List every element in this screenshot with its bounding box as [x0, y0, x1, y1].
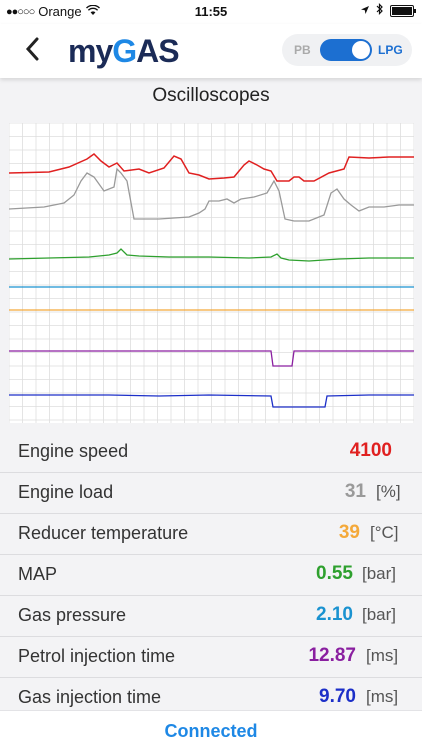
switch-knob	[352, 41, 370, 59]
param-value: 31	[345, 481, 366, 503]
param-value: 0.55	[316, 563, 353, 585]
location-arrow-icon	[360, 3, 370, 18]
param-value: 9.70	[319, 686, 356, 708]
param-label: MAP	[18, 564, 57, 585]
app-logo: myGAS	[68, 33, 179, 70]
param-unit: [bar]	[362, 564, 396, 584]
param-value: 39	[339, 522, 360, 544]
param-unit: [ms]	[366, 646, 398, 666]
param-row-reducer-temperature: Reducer temperature 39 [°C]	[0, 514, 422, 555]
status-bar: ●●○○○ Orange 11:55	[0, 0, 422, 24]
status-right	[360, 3, 414, 18]
param-row-petrol-injection-time: Petrol injection time 12.87 [ms]	[0, 637, 422, 678]
param-label: Petrol injection time	[18, 646, 175, 667]
oscilloscope-chart	[9, 123, 414, 423]
fuel-switch[interactable]	[320, 39, 372, 61]
param-label: Gas injection time	[18, 687, 161, 708]
oscilloscope-grid	[9, 123, 414, 423]
toggle-label-lpg: LPG	[378, 43, 403, 57]
param-label: Engine load	[18, 482, 113, 503]
clock: 11:55	[0, 4, 422, 19]
page-title: Oscilloscopes	[0, 85, 422, 107]
param-unit: [bar]	[362, 605, 396, 625]
chevron-left-icon	[24, 36, 40, 62]
param-label: Reducer temperature	[18, 523, 188, 544]
param-row-map: MAP 0.55 [bar]	[0, 555, 422, 596]
fuel-toggle[interactable]: PB LPG	[282, 34, 412, 66]
param-value: 12.87	[308, 645, 356, 667]
param-unit: [%]	[376, 482, 401, 502]
param-value: 4100	[350, 440, 392, 462]
param-label: Engine speed	[18, 441, 128, 462]
battery-icon	[390, 5, 414, 17]
connection-status: Connected	[0, 711, 422, 751]
bluetooth-icon	[376, 3, 384, 18]
oscilloscope-panel	[9, 123, 414, 423]
param-label: Gas pressure	[18, 605, 126, 626]
param-row-engine-speed: Engine speed 4100	[0, 432, 422, 473]
app-header: myGAS PB LPG	[0, 24, 422, 78]
param-row-engine-load: Engine load 31 [%]	[0, 473, 422, 514]
toggle-label-pb: PB	[294, 43, 311, 57]
param-unit: [ms]	[366, 687, 398, 707]
param-value: 2.10	[316, 604, 353, 626]
back-button[interactable]	[24, 36, 40, 67]
connection-footer: Connected	[0, 710, 422, 751]
param-row-gas-pressure: Gas pressure 2.10 [bar]	[0, 596, 422, 637]
param-unit: [°C]	[370, 523, 399, 543]
